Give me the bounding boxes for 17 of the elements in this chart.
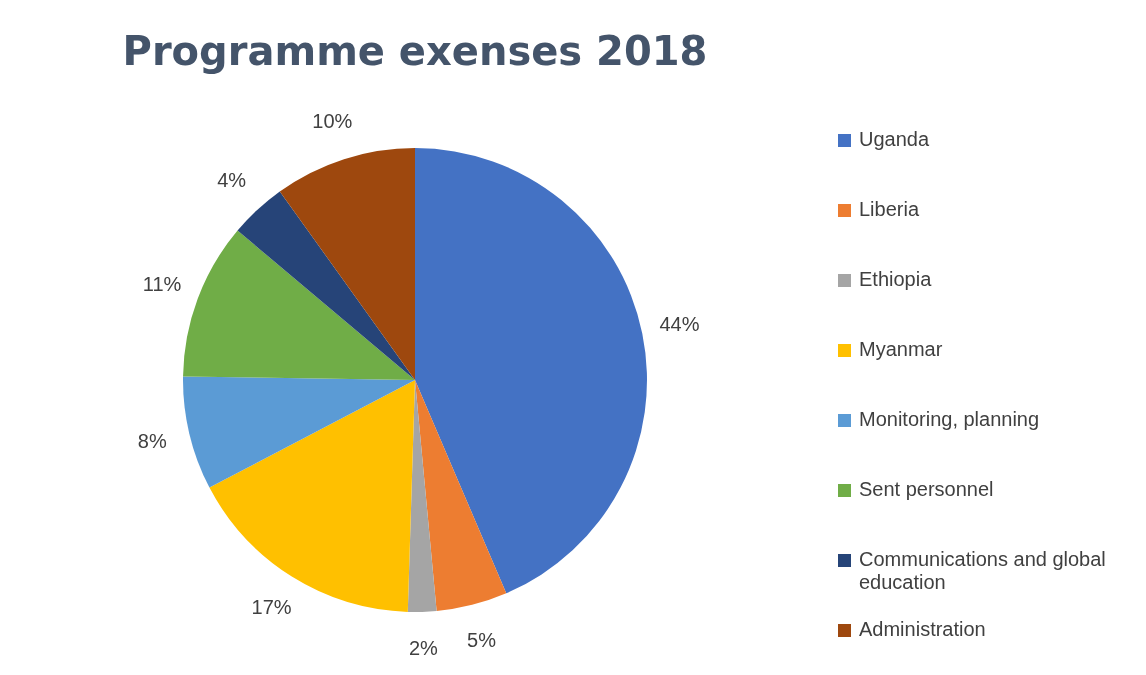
data-label: 5% xyxy=(467,629,497,652)
legend-label: Communications and global education xyxy=(859,548,1107,594)
data-label: 10% xyxy=(312,110,353,133)
data-label: 44% xyxy=(659,313,700,336)
legend-label: Uganda xyxy=(859,128,930,151)
data-label: 11% xyxy=(142,272,182,295)
legend-label: Monitoring, planning xyxy=(859,408,1040,431)
legend-label: Sent personnel xyxy=(859,478,994,501)
legend-label: Administration xyxy=(859,618,986,641)
data-label: 2% xyxy=(408,637,439,660)
chart-title: Programme exenses 2018 xyxy=(121,28,709,74)
legend-label: Liberia xyxy=(859,198,920,221)
data-label: 17% xyxy=(251,596,292,619)
legend-label: Ethiopia xyxy=(859,268,932,291)
legend-label: Myanmar xyxy=(859,338,943,361)
data-label: 4% xyxy=(217,169,247,192)
data-label: 8% xyxy=(137,429,167,452)
